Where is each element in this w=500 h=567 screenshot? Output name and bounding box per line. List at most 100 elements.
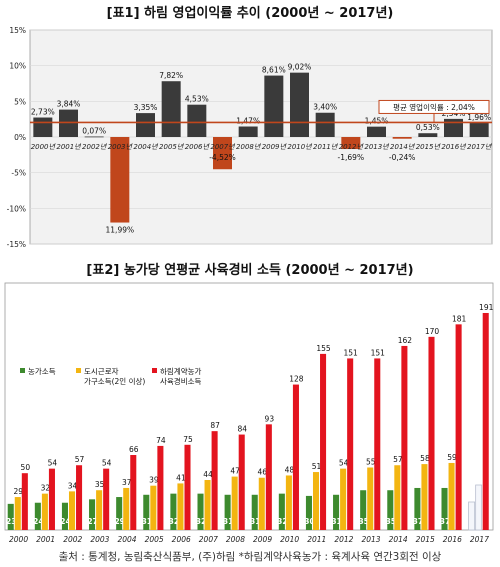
chart2-bar (103, 468, 110, 530)
chart1-value-label: 1,45% (365, 117, 389, 126)
chart2-bar (374, 358, 381, 530)
chart1-category-label: 2005년 (159, 143, 185, 151)
chart2-value-label: 57 (75, 455, 85, 464)
chart2-bar (482, 312, 489, 530)
chart2-bar (14, 497, 21, 530)
chart2-bar (312, 472, 320, 530)
chart1-value-label: 4,53% (185, 95, 209, 104)
chart1-value-label: -4,52% (209, 153, 236, 162)
chart2-value-label: 35 (386, 517, 396, 526)
chart2-value-label: 93 (265, 414, 275, 423)
chart2-bar (401, 345, 408, 530)
chart1-bar (136, 113, 155, 137)
chart1-category-label: 2010년 (287, 143, 313, 151)
chart2-value-label: 31 (223, 517, 233, 526)
chart2-legend-label: 하림계약농가 (160, 366, 201, 376)
chart2-bar (251, 494, 258, 530)
chart2-bar (347, 358, 354, 530)
chart1-bar (238, 126, 258, 137)
chart2-legend-swatch (20, 368, 25, 373)
chart2-bar (123, 487, 130, 530)
chart2-bar (305, 495, 312, 530)
chart1-bar (187, 104, 207, 137)
chart2-value-label: 170 (425, 327, 440, 336)
chart2-value-label: 66 (129, 445, 139, 454)
chart2-value-label: 24 (60, 517, 70, 526)
chart1-category-label: 2013년 (364, 143, 390, 151)
chart2-value-label: 44 (203, 470, 213, 479)
chart1-value-label: 1,96% (467, 113, 491, 122)
chart2-value-label: 46 (258, 468, 268, 477)
chart2-bar (360, 490, 367, 530)
chart2-bar (258, 477, 265, 530)
chart2-bar (34, 502, 41, 530)
chart2-value-label: 151 (371, 348, 386, 357)
chart2-value-label: 29 (14, 487, 24, 496)
chart1-value-label: 7,82% (159, 71, 183, 80)
chart1-category-label: 2006년 (185, 143, 211, 151)
chart1-ytick-label: 15% (9, 26, 26, 35)
chart2-bar (7, 503, 14, 530)
chart1-category-label: 2001년 (56, 143, 82, 151)
chart2-value-label: 31 (142, 517, 152, 526)
chart2-bar (177, 483, 184, 530)
chart2-value-label: 24 (33, 517, 43, 526)
chart2-bar (278, 493, 285, 530)
chart2-bar (320, 353, 327, 530)
chart2-category-label: 2010 (280, 535, 299, 544)
chart1-value-label: 1,47% (236, 117, 260, 126)
chart1-value-label: 0,07% (82, 127, 106, 136)
chart2-value-label: 30 (304, 517, 314, 526)
chart2-value-label: 37 (440, 517, 450, 526)
chart1-bar (59, 109, 78, 137)
chart2-bar (340, 468, 347, 530)
chart1-bar (392, 137, 412, 139)
chart1-value-label: -1,69% (338, 153, 365, 162)
chart2-value-label: 57 (393, 455, 403, 464)
chart2-value-label: 47 (230, 467, 240, 476)
chart2-bar (394, 465, 401, 530)
chart1-bar (161, 81, 181, 137)
chart2-category-label: 2005 (145, 535, 164, 544)
chart2-bar (455, 324, 462, 530)
chart2-value-label: 50 (21, 463, 31, 472)
chart2-legend-label: 가구소득(2인 이상) (84, 376, 145, 386)
chart1-title: [표1] 하림 영업이익률 추이 (2000년 ~ 2017년) (106, 6, 394, 21)
chart1-ytick-label: -15% (7, 240, 26, 249)
chart2-bar (211, 431, 218, 530)
chart2-bar (441, 487, 448, 530)
chart2-value-label: 37 (122, 478, 132, 487)
chart2-bar (285, 475, 292, 530)
chart2-bar (130, 455, 137, 530)
chart2-bar (428, 336, 435, 530)
chart2-bar (197, 493, 204, 530)
chart2-bar (89, 499, 96, 530)
chart2-value-label: 35 (95, 480, 105, 489)
chart2-placeholder-bar (475, 484, 483, 531)
chart1-value-label: 3,40% (313, 103, 337, 112)
chart2-category-label: 2009 (253, 535, 272, 544)
chart2-bar (150, 485, 157, 530)
chart1-value-label: 3,84% (57, 100, 81, 109)
chart2-legend-swatch (152, 368, 157, 373)
chart2-bar (333, 494, 340, 530)
chart2-value-label: 32 (169, 517, 179, 526)
chart2-farm-income: 23 29 50 2000 24 32 54 2001 24 34 57 2002 27 35 54 2003… (4, 282, 494, 544)
chart2-bar (68, 491, 76, 530)
chart1-value-label: -0,24% (389, 153, 416, 162)
chart2-bar (143, 494, 150, 530)
chart1-ytick-label: -10% (7, 204, 26, 213)
chart1-bar (213, 137, 232, 170)
chart2-bar (414, 487, 421, 530)
chart2-bar (231, 476, 238, 530)
chart2-legend-swatch (76, 368, 81, 373)
chart1-bar (418, 133, 438, 137)
chart2-value-label: 27 (87, 517, 97, 526)
chart2-category-label: 2017 (470, 535, 489, 544)
chart2-title: [표2] 농가당 연평균 사육경비 소득 (2000년 ~ 2017년) (86, 263, 414, 278)
chart2-category-label: 2006 (172, 535, 191, 544)
chart1-value-label: 2,73% (31, 108, 55, 117)
chart1-category-label: 2008년 (236, 143, 262, 151)
chart2-category-label: 2014 (389, 535, 408, 544)
chart1-category-label: 2009년 (262, 143, 288, 151)
